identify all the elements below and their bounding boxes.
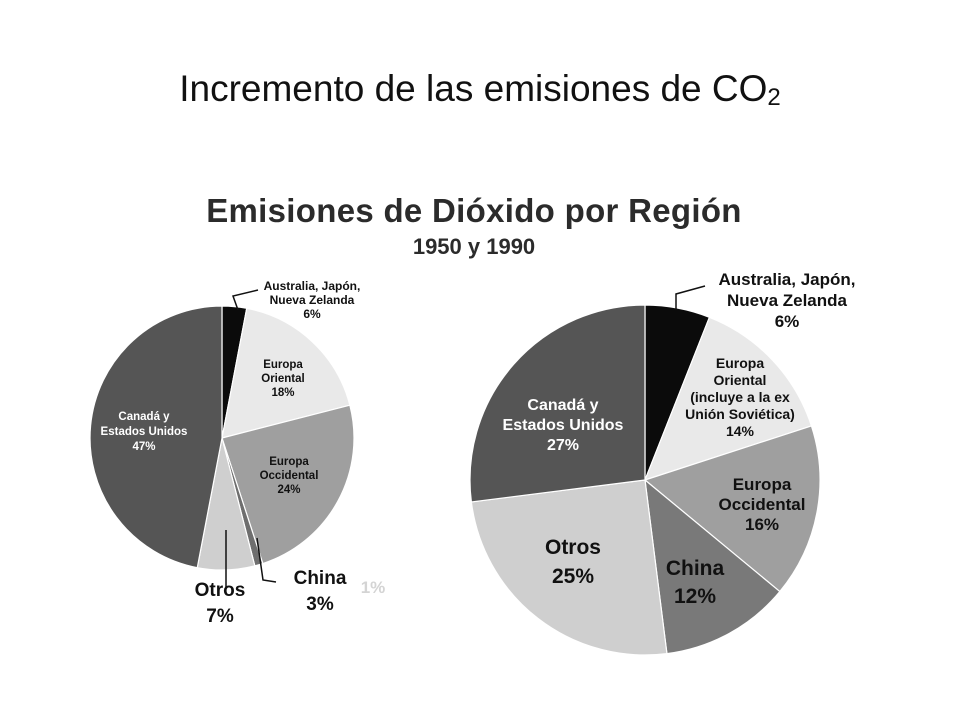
pie1950-ghost-label: 1%: [361, 578, 386, 597]
pie1990-label-cyeu: Canadá y Estados Unidos 27%: [503, 397, 624, 454]
pie1990-label-china: China 12%: [666, 557, 725, 608]
pie1990-label-china-line: 12%: [674, 585, 716, 608]
pie1990-leader-ajnz: [675, 285, 706, 310]
pie1990-label-eo-line: (incluye a la ex: [690, 389, 790, 405]
pie1950-label-cyeu-line: Canadá y: [118, 411, 170, 423]
pie1990-label-otros-line: Otros: [545, 536, 601, 559]
pie1990-label-otros: Otros 25%: [545, 536, 601, 588]
pie1990-label-eoc-line: 16%: [745, 515, 779, 534]
pie1950-label-ajnz-line: Nueva Zelanda: [270, 293, 355, 307]
slide-title-subscript: 2: [767, 84, 781, 111]
pie1950-label-ajnz: Australia, Japón, Nueva Zelanda 6%: [264, 279, 361, 321]
pie1990-label-eo-line: Oriental: [714, 372, 767, 388]
pie1950-label-eoc-line: 24%: [277, 484, 300, 496]
pie1950-label-eoc-line: Occidental: [260, 470, 319, 482]
slide-title: Incremento de las emisiones de CO2: [0, 68, 960, 112]
pie1990-label-cyeu-line: Canadá y: [527, 397, 598, 414]
chart-title: Emisiones de Dióxido por Región: [206, 192, 742, 229]
pie1990-label-ajnz: Australia, Japón, Nueva Zelanda 6%: [719, 270, 856, 331]
pie1950-label-china: China 3%: [294, 568, 347, 615]
pie1950-slice-eo: [221, 307, 351, 439]
pie1990-label-eo-line: 14%: [726, 423, 755, 439]
pie1950-label-eo: Europa Oriental 18%: [261, 359, 304, 399]
pie1950-label-otros-line: Otros: [195, 580, 246, 601]
pie1950-label-eo-line: Oriental: [261, 373, 304, 385]
pie1950-slice-eoc: [221, 404, 355, 565]
pie1950-label-cyeu: Canadá y Estados Unidos 47%: [101, 411, 188, 453]
pie1950-leader-china: [256, 537, 277, 583]
pie1950-label-eo-line: 18%: [271, 387, 294, 399]
pie1950-label-otros-line: 7%: [206, 606, 234, 627]
pie1950-label-china-line: 3%: [306, 594, 334, 615]
pie1950-label-cyeu-line: Estados Unidos: [101, 426, 188, 438]
chart-subtitle: 1950 y 1990: [412, 234, 536, 259]
pie1990-label-eoc-line: Europa: [733, 475, 792, 494]
pie1990-label-eo-line: Europa: [716, 355, 764, 371]
pie1950-label-china-line: China: [294, 568, 347, 589]
pie1990-label-eoc-line: Occidental: [719, 495, 806, 514]
pie1950-label-eo-line: Europa: [263, 359, 303, 371]
pie1950-label-cyeu-line: 47%: [132, 441, 155, 453]
pie1990-label-ajnz-line: Nueva Zelanda: [727, 291, 848, 310]
pie1950-label-eoc-line: Europa: [269, 456, 309, 468]
pie1950-label-eoc: Europa Occidental 24%: [260, 456, 319, 496]
slide-title-main: Incremento de las emisiones de CO: [179, 68, 768, 109]
pie1990-label-otros-line: 25%: [552, 565, 594, 588]
pie1950-slice-cyeu: [89, 305, 223, 569]
pie1950-leader-ajnz: [232, 289, 259, 311]
pie1990-slice-cyeu: [469, 304, 646, 503]
pie1990-slice-otros: [470, 479, 668, 656]
pie1990-label-ajnz-line: Australia, Japón,: [719, 270, 856, 289]
pie1950-label-ajnz-line: 6%: [303, 307, 321, 321]
pie1990-label-cyeu-line: Estados Unidos: [503, 417, 624, 434]
pie1990-label-china-line: China: [666, 557, 725, 580]
pie1990-slice-eoc: [643, 425, 821, 593]
pie1990-label-ajnz-line: 6%: [775, 312, 800, 331]
pie1950-label-ajnz-line: Australia, Japón,: [264, 279, 361, 293]
pie1990-label-eo-line: Unión Soviética): [685, 406, 795, 422]
pie1990-label-eoc: Europa Occidental 16%: [719, 475, 806, 534]
pie1990-slice-china: [644, 478, 781, 655]
pie1990-label-eo: Europa Oriental (incluye a la ex Unión Sovi…: [685, 355, 795, 439]
pie1990-label-cyeu-line: 27%: [547, 437, 579, 454]
pie1950-label-otros: Otros 7%: [195, 580, 246, 627]
